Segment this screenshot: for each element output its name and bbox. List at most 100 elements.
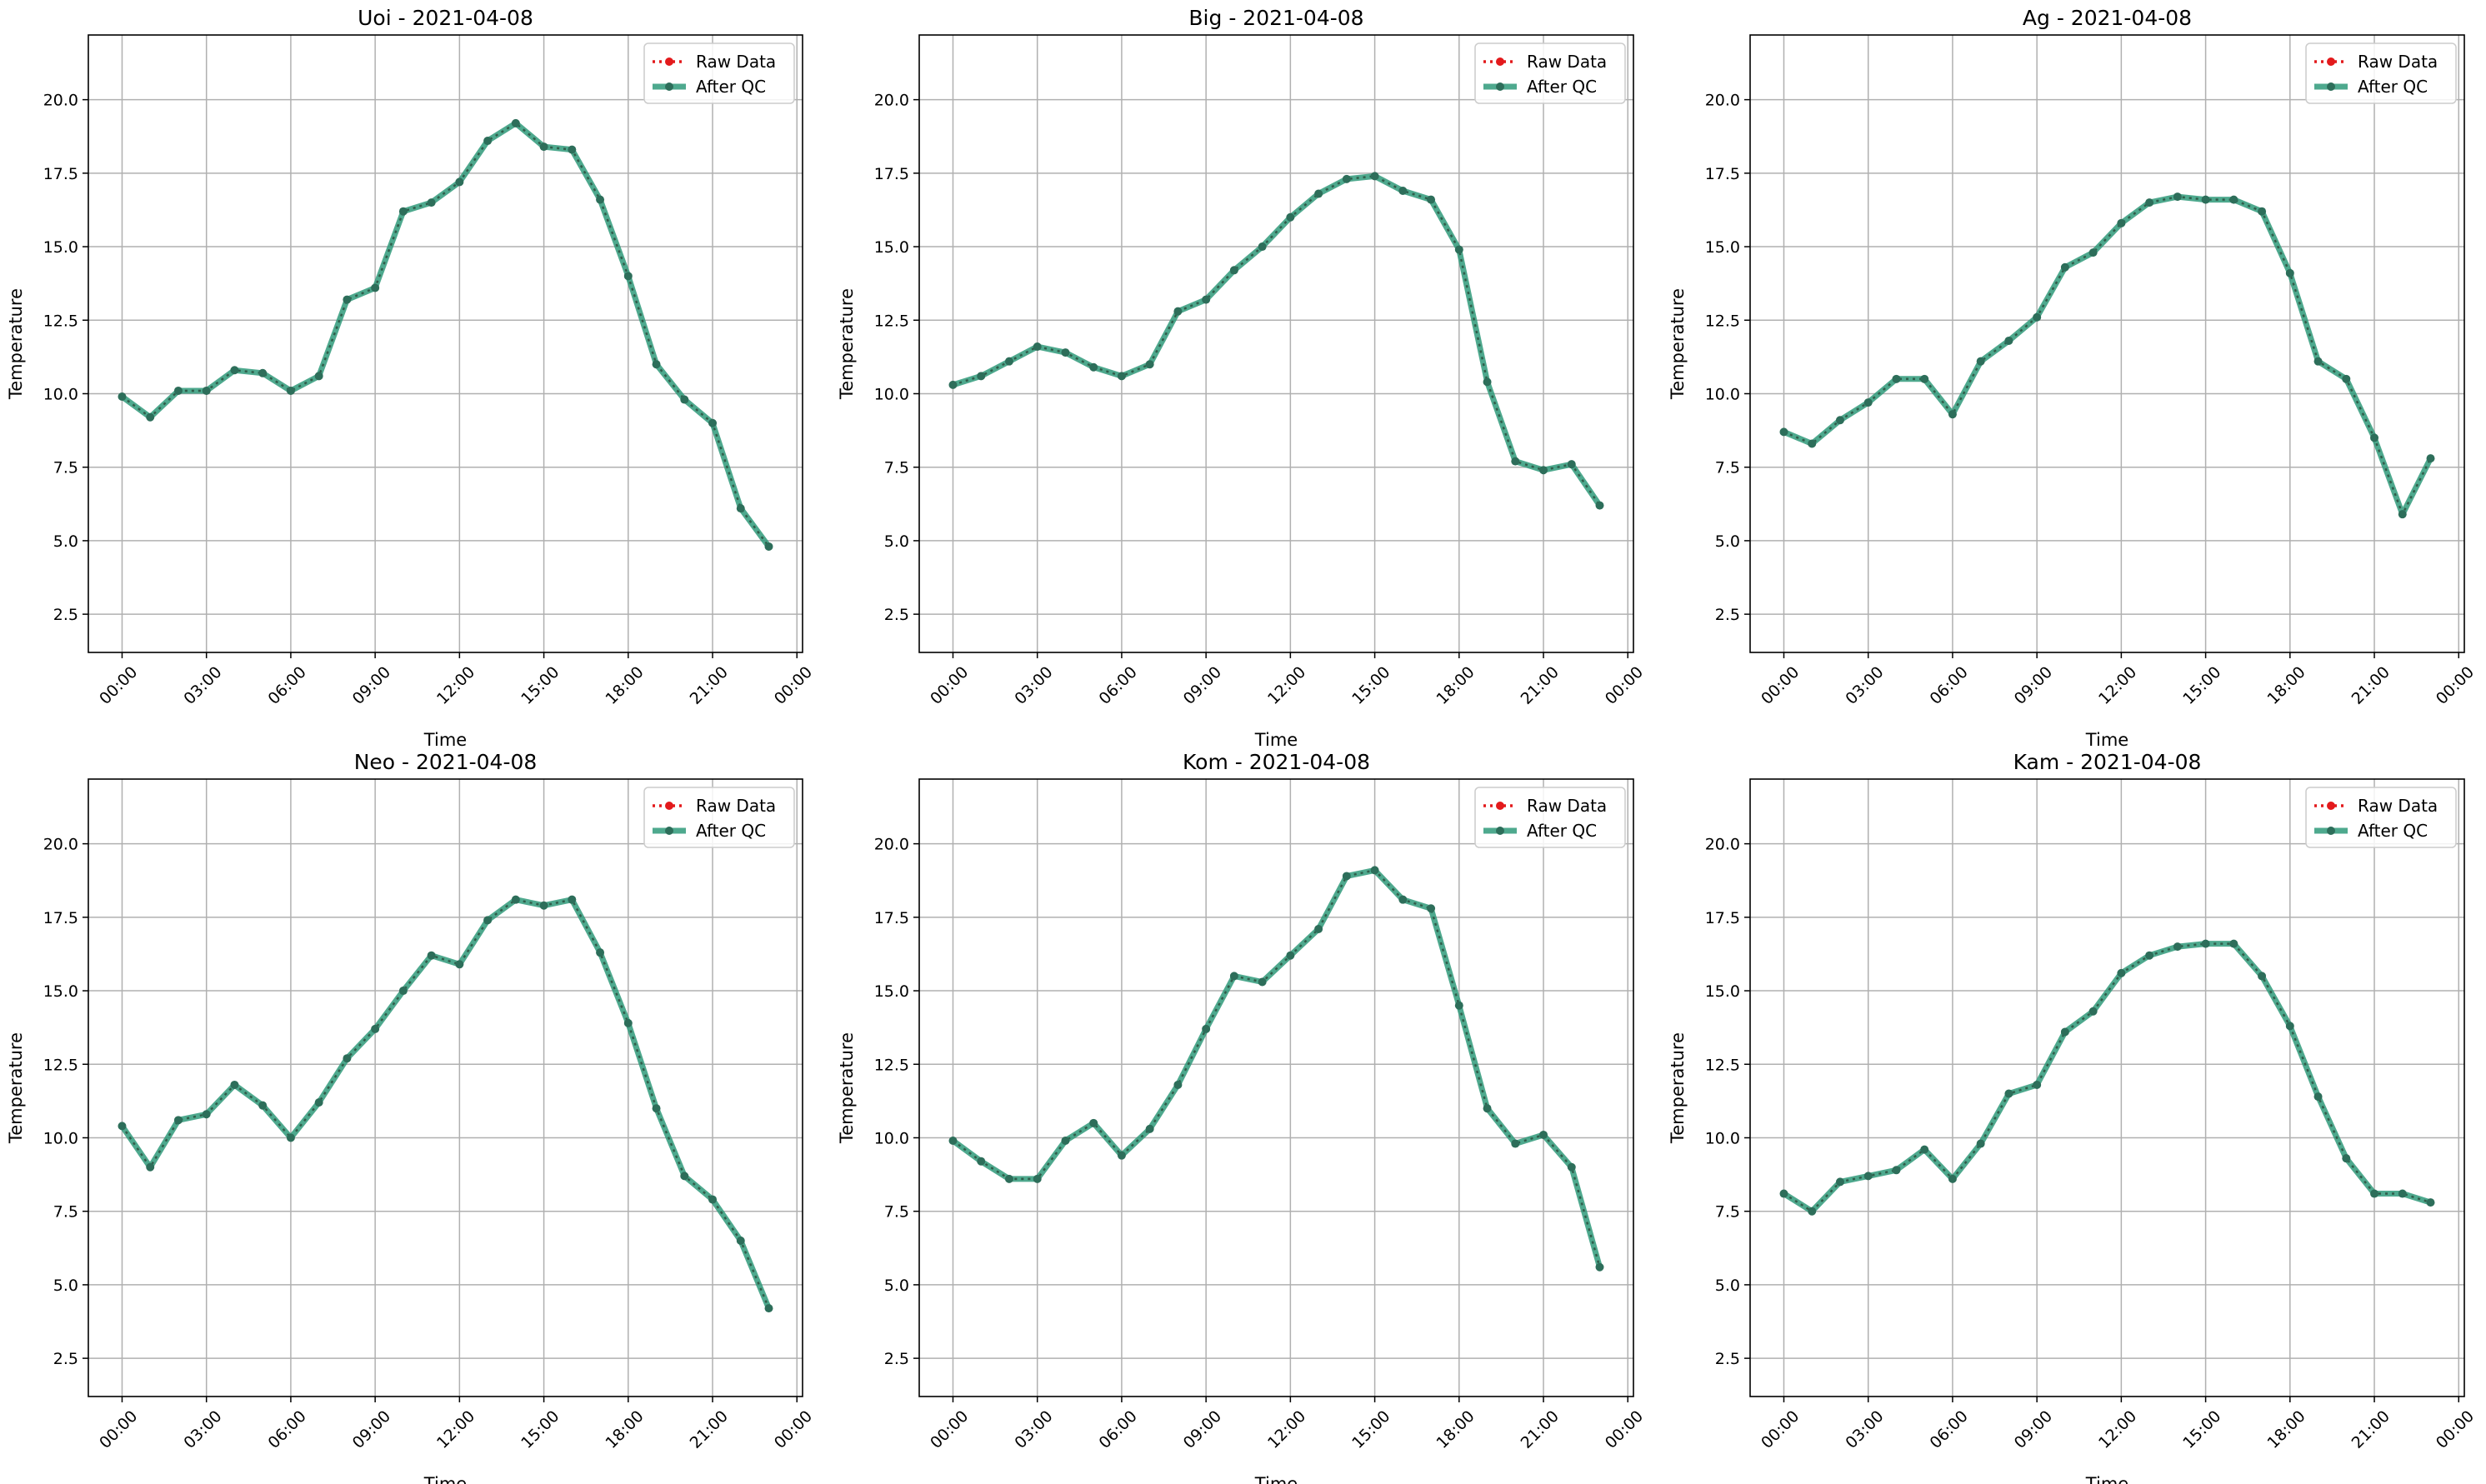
raw-data-line-overlay	[1783, 942, 2431, 1213]
x-tick-label: 09:00	[2011, 1407, 2056, 1452]
data-point	[511, 118, 520, 127]
x-tick-label: 09:00	[349, 1407, 394, 1452]
subplot-3: 00:00 03:00 06:00 09:00 12:00 15:00 18:00 21:00…	[1668, 6, 2478, 750]
y-tick-label: 2.5	[1715, 606, 1740, 624]
data-point	[2426, 1198, 2435, 1207]
x-tick-label: 21:00	[2348, 1407, 2393, 1452]
data-point	[1342, 174, 1351, 183]
y-tick-label: 2.5	[884, 606, 909, 624]
data-point	[1920, 1145, 1929, 1154]
data-point	[230, 366, 239, 375]
data-point	[2342, 1154, 2351, 1163]
y-tick-label: 20.0	[43, 836, 78, 854]
data-point	[2370, 1189, 2379, 1198]
data-point	[118, 1122, 127, 1131]
y-tick-label: 5.0	[53, 532, 78, 551]
data-point	[1033, 342, 1042, 352]
data-point	[568, 895, 577, 904]
data-point	[343, 1054, 352, 1063]
y-tick-label: 7.5	[884, 1203, 909, 1222]
data-point	[286, 1133, 295, 1142]
data-point	[2313, 1092, 2323, 1102]
y-tick-label: 17.5	[874, 165, 909, 183]
x-tick-label: 21:00	[687, 663, 732, 708]
data-point	[314, 372, 323, 381]
data-point	[2145, 951, 2154, 960]
y-tick-label: 15.0	[1705, 982, 1740, 1001]
data-point	[1089, 362, 1098, 372]
data-point	[1314, 924, 1323, 933]
data-point	[371, 1024, 380, 1033]
data-point	[680, 395, 689, 404]
y-tick-label: 17.5	[43, 909, 78, 927]
legend-qc-marker	[2327, 82, 2335, 91]
x-axis-label: Time	[423, 730, 467, 750]
data-point	[1427, 904, 1436, 913]
x-tick-label: 00:00	[1758, 663, 1803, 708]
y-tick-label: 2.5	[53, 606, 78, 624]
y-tick-label: 5.0	[1715, 532, 1740, 551]
data-point	[708, 418, 718, 427]
data-point	[1286, 951, 1295, 960]
legend-raw-label: Raw Data	[1527, 796, 1607, 816]
x-tick-label: 00:00	[1758, 1407, 1803, 1452]
legend-raw-marker	[1496, 57, 1504, 66]
x-tick-label: 15:00	[2179, 663, 2224, 708]
y-tick-label: 5.0	[1715, 1277, 1740, 1295]
data-point	[1004, 1174, 1013, 1183]
data-point	[202, 386, 211, 395]
data-point	[1892, 1166, 1901, 1175]
x-tick-label: 15:00	[2179, 1407, 2224, 1452]
data-point	[1948, 410, 1957, 419]
y-tick-label: 12.5	[1705, 312, 1740, 330]
legend-qc-label: After QC	[1527, 821, 1597, 841]
data-point	[1511, 1139, 1520, 1148]
data-point	[1835, 1177, 1844, 1187]
x-tick-label: 15:00	[1348, 663, 1393, 708]
data-point	[2398, 510, 2407, 519]
data-point	[2201, 939, 2210, 948]
x-tick-label: 06:00	[265, 1407, 310, 1452]
data-point	[483, 916, 493, 925]
x-tick-label: 18:00	[2263, 663, 2308, 708]
legend: Raw Data After QC	[1474, 42, 1626, 104]
x-tick-label: 00:00	[1602, 1407, 1647, 1452]
data-point	[1370, 172, 1379, 181]
x-tick-label: 21:00	[2348, 663, 2393, 708]
data-point	[2258, 207, 2267, 216]
data-point	[202, 1110, 211, 1119]
x-tick-label: 00:00	[96, 663, 141, 708]
data-point	[2173, 192, 2182, 202]
data-point	[2370, 433, 2379, 442]
data-point	[2285, 1022, 2294, 1031]
x-tick-label: 18:00	[602, 663, 647, 708]
data-point	[652, 1104, 661, 1113]
after-qc-line	[1782, 941, 2432, 1215]
raw-data-line	[121, 122, 770, 547]
data-point	[1145, 1124, 1154, 1133]
legend-raw-marker	[2327, 57, 2335, 66]
legend-raw-marker	[665, 57, 673, 66]
data-point	[1539, 1130, 1548, 1139]
x-axis-label: Time	[423, 1474, 467, 1484]
legend: Raw Data After QC	[2305, 42, 2457, 104]
data-point	[539, 142, 548, 152]
data-point	[977, 1157, 986, 1166]
x-tick-label: 00:00	[2433, 1407, 2478, 1452]
legend-raw-marker	[2327, 802, 2335, 810]
subplot-6: 00:00 03:00 06:00 09:00 12:00 15:00 18:00 21:00…	[1668, 750, 2478, 1484]
y-tick-label: 5.0	[884, 1277, 909, 1295]
y-tick-label: 15.0	[874, 982, 909, 1001]
data-point	[1595, 1262, 1604, 1272]
legend-qc-label: After QC	[696, 77, 766, 97]
y-tick-label: 20.0	[43, 92, 78, 110]
y-tick-label: 10.0	[43, 385, 78, 403]
after-qc-line	[951, 867, 1603, 1268]
data-point	[1454, 245, 1463, 254]
data-point	[1342, 872, 1351, 881]
data-point	[1483, 377, 1492, 387]
x-tick-label: 00:00	[771, 1407, 816, 1452]
y-tick-label: 12.5	[874, 1056, 909, 1074]
raw-data-line	[953, 174, 1601, 507]
x-tick-label: 21:00	[1518, 1407, 1563, 1452]
